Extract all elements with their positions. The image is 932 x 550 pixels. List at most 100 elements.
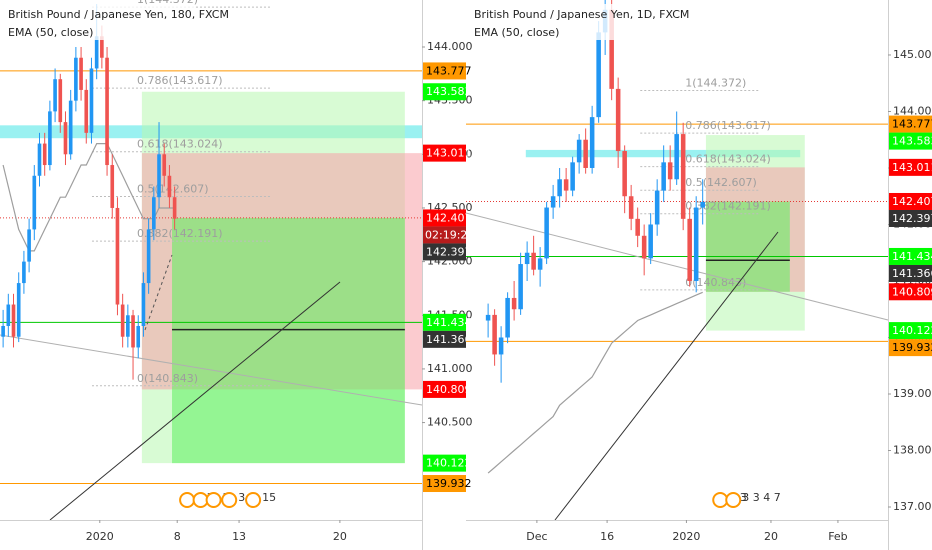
fib-label: 0.382(142.191) [137, 227, 223, 240]
price-label-box [423, 313, 466, 331]
x-tick-label: Dec [526, 530, 547, 543]
candle-body [37, 143, 42, 176]
candle-body [100, 36, 104, 58]
ema-line [487, 291, 703, 474]
fib-label: 0.618(143.024) [685, 153, 771, 166]
candle-body [68, 100, 73, 155]
candle-body [531, 252, 536, 270]
price-label-box [423, 243, 466, 261]
candle-body [615, 88, 621, 152]
candle-body [596, 32, 601, 118]
price-label-box [423, 330, 466, 348]
ema-line [2, 143, 175, 252]
chart-title: British Pound / Japanese Yen, 1D, FXCM [474, 8, 689, 21]
price-label-box [423, 454, 466, 472]
event-marker [712, 492, 729, 508]
candle-body [79, 57, 83, 90]
price-label: 143.011 [426, 147, 472, 160]
plot: 1(144.372) 0.786(143.617) 0.618(143.024) 0.… [0, 0, 423, 521]
candle-body [11, 304, 16, 337]
event-label: 3 [238, 491, 245, 504]
candle-body [498, 337, 504, 355]
price-label: 141.366 [892, 267, 932, 280]
price-label-box [423, 62, 466, 80]
price-label-box [889, 264, 932, 282]
candle-body [27, 229, 31, 262]
plot: 1(144.372) 0.786(143.617) 0.618(143.024) 0.… [465, 0, 889, 521]
x-tick-label: 2020 [86, 530, 114, 543]
candle-body [74, 57, 78, 101]
price-label: 140.809 [426, 383, 472, 396]
y-tick-label: 140.500 [427, 416, 473, 429]
y-tick-label: 139.000 [893, 387, 932, 400]
fib-label: 0.786(143.617) [685, 119, 771, 132]
candle-body [141, 283, 146, 326]
candle-body [661, 162, 666, 191]
candle-body [518, 264, 523, 310]
candle-body [628, 196, 634, 219]
candle-body [589, 117, 595, 168]
y-tick-label: 144.000 [427, 40, 473, 53]
candle-body [693, 207, 699, 281]
x-tick-label: 8 [174, 530, 181, 543]
candle-body [172, 197, 177, 219]
event-label: 3 3 4 7 [742, 491, 780, 504]
fib-label: 1(144.372) [685, 76, 746, 89]
price-label-box [889, 192, 932, 210]
zone-box [705, 201, 790, 292]
fib-label: 0(140.843) [137, 372, 198, 385]
price-label-box [889, 158, 932, 176]
fib-label: 0.618(143.024) [137, 138, 223, 151]
event-marker [192, 492, 209, 508]
price-label: 141.434 [426, 316, 472, 329]
candle-body [63, 122, 68, 155]
trend-line [465, 212, 889, 321]
price-label-box [889, 247, 932, 265]
candle-body [89, 68, 94, 133]
candle-body [136, 325, 141, 348]
candle-body [162, 154, 167, 176]
candle-body [492, 314, 497, 355]
candle-body [485, 314, 491, 321]
event-marker [245, 492, 262, 508]
candle-body [146, 229, 151, 284]
candle-body [511, 297, 517, 310]
candle-body [126, 315, 130, 337]
price-label-box [889, 115, 932, 133]
x-tick-label: 16 [600, 530, 614, 543]
candle-body [570, 162, 575, 191]
candle-body [635, 218, 640, 236]
y-tick-label: 141.000 [427, 362, 473, 375]
candle-body [32, 175, 37, 230]
price-label: 140.122 [426, 457, 472, 470]
price-label-box [889, 132, 932, 150]
candle-body [680, 134, 686, 219]
candle-body [110, 165, 115, 208]
candle-body [550, 196, 556, 208]
price-label: 142.407 [892, 195, 932, 208]
candle-body [120, 304, 125, 337]
candle-body [687, 218, 692, 281]
event-marker [179, 492, 196, 508]
candle-body [152, 197, 156, 230]
candle-body [16, 283, 21, 337]
fib-label: 0.382(142.191) [685, 200, 771, 213]
countdown-box [423, 226, 466, 244]
y-tick-label: 145.000 [893, 48, 932, 61]
candle-body [22, 261, 26, 284]
chart-subtitle: EMA (50, close) [474, 26, 559, 39]
candle-body [167, 175, 172, 198]
candle-body [700, 201, 705, 208]
title-bg [4, 4, 194, 40]
candle-body [42, 143, 47, 166]
time-axis [466, 520, 888, 550]
event-marker [725, 492, 742, 508]
fib-label: 0.786(143.617) [137, 74, 223, 87]
chart-title: British Pound / Japanese Yen, 180, FXCM [8, 8, 229, 21]
candle-body [544, 207, 549, 259]
price-label: 143.583 [892, 135, 932, 148]
candle-body [58, 79, 63, 123]
candle-body [583, 139, 588, 168]
candle-body [6, 304, 11, 326]
